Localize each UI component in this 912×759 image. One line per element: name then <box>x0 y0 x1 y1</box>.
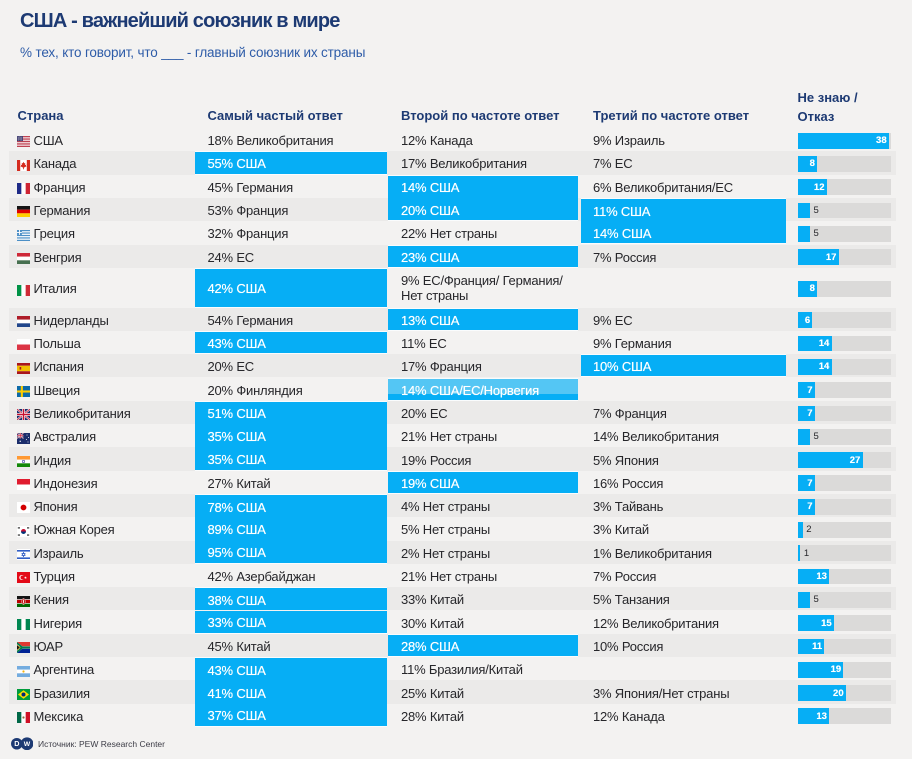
svg-text:W: W <box>24 741 31 748</box>
svg-text:D: D <box>14 739 19 748</box>
